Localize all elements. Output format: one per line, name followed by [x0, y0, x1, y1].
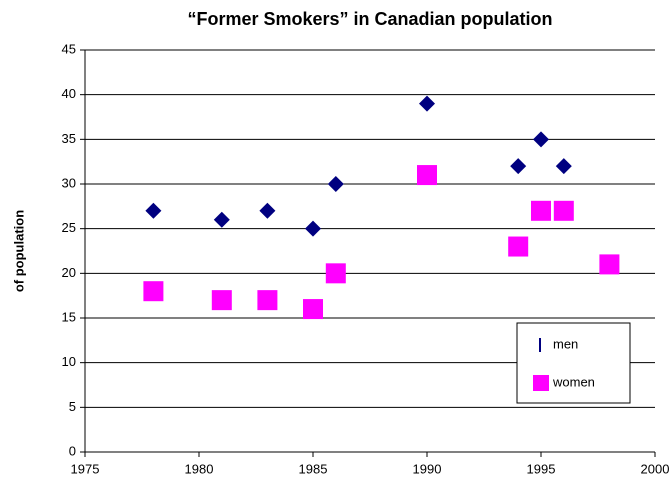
- point: [257, 290, 278, 311]
- chart-title: “Former Smokers” in Canadian population: [187, 9, 552, 29]
- point: [553, 200, 574, 221]
- point: [533, 131, 549, 148]
- point: [327, 176, 344, 192]
- point: [143, 281, 164, 302]
- y-tick-label: 35: [62, 131, 76, 146]
- x-tick-label: 1985: [299, 461, 328, 476]
- point: [531, 200, 551, 221]
- point: [213, 211, 230, 228]
- y-tick-label: 45: [62, 41, 76, 56]
- legend-marker: [533, 375, 549, 391]
- y-tick-label: 25: [62, 220, 76, 235]
- point: [417, 165, 437, 186]
- legend-label: men: [553, 336, 578, 351]
- x-tick-label: 1995: [527, 461, 556, 476]
- point: [599, 254, 620, 275]
- point: [211, 290, 232, 311]
- point: [305, 220, 321, 237]
- x-tick-label: 1975: [71, 461, 100, 476]
- y-tick-label: 30: [62, 175, 76, 190]
- point: [259, 202, 276, 219]
- x-tick-label: 2000: [641, 461, 670, 476]
- y-tick-label: 5: [69, 399, 76, 414]
- y-tick-label: 40: [62, 86, 76, 101]
- x-tick-label: 1980: [185, 461, 214, 476]
- y-tick-label: 10: [62, 354, 76, 369]
- x-tick-label: 1990: [413, 461, 442, 476]
- point: [555, 158, 572, 175]
- point: [303, 299, 323, 320]
- point: [510, 158, 527, 175]
- y-tick-label: 0: [69, 443, 76, 458]
- point: [508, 236, 529, 257]
- y-tick-label: 20: [62, 265, 76, 280]
- point: [419, 95, 435, 112]
- point: [145, 202, 162, 219]
- point: [325, 263, 346, 284]
- legend-label: women: [552, 374, 595, 389]
- y-axis-label: of population: [11, 210, 26, 292]
- y-tick-label: 15: [62, 309, 76, 324]
